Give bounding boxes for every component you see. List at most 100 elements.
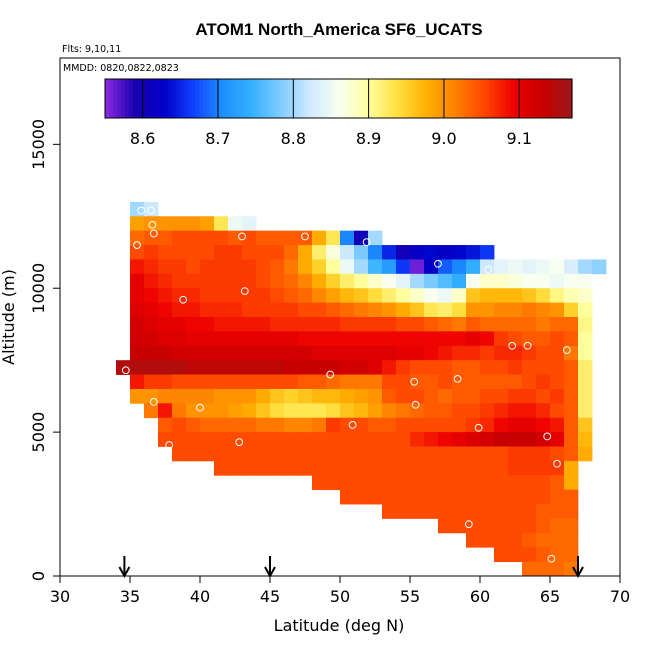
heatmap-cell bbox=[522, 475, 537, 491]
heatmap-cell bbox=[340, 345, 355, 361]
heatmap-cell bbox=[522, 360, 537, 375]
heatmap-cell bbox=[522, 504, 537, 519]
colorbar-segment bbox=[346, 79, 351, 118]
sample-points bbox=[121, 206, 620, 563]
heatmap-cell bbox=[564, 388, 579, 404]
heatmap-cell bbox=[228, 460, 243, 476]
heatmap-cell bbox=[452, 245, 467, 260]
heatmap-cell bbox=[578, 345, 593, 361]
heatmap-cell bbox=[396, 288, 411, 304]
heatmap-cell bbox=[536, 518, 551, 534]
colorbar-segment bbox=[311, 79, 316, 118]
heatmap-cell bbox=[172, 417, 187, 433]
heatmap-cell bbox=[480, 360, 495, 375]
colorbar-segment bbox=[225, 79, 231, 118]
heatmap-cell bbox=[200, 345, 215, 361]
heatmap-cell bbox=[536, 345, 551, 361]
colorbar-segment bbox=[416, 79, 421, 118]
colorbar-segment bbox=[291, 79, 297, 118]
heatmap-cell bbox=[186, 317, 201, 332]
heatmap-cell bbox=[466, 403, 481, 419]
heatmap-cell bbox=[270, 360, 285, 375]
heatmap-cell bbox=[130, 345, 145, 361]
heatmap-cell bbox=[550, 475, 565, 491]
heatmap-cell bbox=[466, 388, 481, 404]
heatmap-cell bbox=[382, 273, 397, 289]
colorbar-segment bbox=[217, 79, 223, 118]
heatmap-cell bbox=[396, 432, 411, 447]
heatmap-cell bbox=[340, 446, 355, 462]
heatmap-cell bbox=[200, 245, 215, 260]
heatmap-cell bbox=[312, 345, 327, 361]
colorbar-segment bbox=[396, 79, 402, 118]
heatmap-cell bbox=[186, 388, 201, 404]
sample-point bbox=[165, 441, 174, 449]
heatmap-cell bbox=[508, 417, 523, 433]
colorbar-segment bbox=[175, 79, 180, 118]
heatmap-cell bbox=[382, 417, 397, 433]
heatmap-cell bbox=[326, 331, 341, 347]
heatmap-cell bbox=[312, 288, 327, 304]
heatmap-cell bbox=[340, 432, 355, 447]
heatmap-cell bbox=[200, 216, 215, 232]
colorbar-segment bbox=[299, 79, 305, 118]
colorbar-segment bbox=[459, 79, 464, 118]
colorbar-segment bbox=[439, 79, 445, 118]
heatmap-cell bbox=[396, 475, 411, 491]
heatmap-cell bbox=[270, 403, 285, 419]
heatmap-cell bbox=[186, 374, 201, 390]
colorbar-segment bbox=[159, 79, 164, 118]
heatmap-cell bbox=[480, 374, 495, 390]
colorbar-segment bbox=[272, 79, 277, 118]
heatmap-cell bbox=[158, 388, 173, 404]
heatmap-cell bbox=[368, 360, 383, 375]
heatmap-cell bbox=[494, 547, 509, 563]
heatmap-cell bbox=[228, 288, 243, 304]
colorbar-segment bbox=[451, 79, 456, 118]
heatmap-cell bbox=[158, 245, 173, 260]
heatmap-cell bbox=[186, 302, 201, 318]
heatmap-cell bbox=[438, 374, 453, 390]
heatmap-cell bbox=[522, 374, 537, 390]
colorbar-segment bbox=[260, 79, 266, 118]
heatmap-cell bbox=[228, 374, 243, 390]
heatmap-cell bbox=[242, 288, 257, 304]
heatmap-cell bbox=[312, 388, 327, 404]
colorbar-tick-label: 9.0 bbox=[431, 129, 456, 148]
heatmap-cell bbox=[550, 432, 565, 447]
colorbar-segment bbox=[334, 79, 340, 118]
colorbar-segment bbox=[509, 79, 515, 118]
heatmap-cell bbox=[340, 273, 355, 289]
colorbar-frame bbox=[104, 78, 573, 119]
heatmap-cell bbox=[144, 230, 159, 246]
colorbar-segment bbox=[326, 79, 332, 118]
heatmap-cell bbox=[186, 417, 201, 433]
heatmap-cell bbox=[536, 360, 551, 375]
heatmap-cell bbox=[298, 446, 313, 462]
heatmap-cell bbox=[396, 302, 411, 318]
colorbar-segment bbox=[303, 79, 308, 118]
heatmap-cell bbox=[578, 273, 593, 289]
heatmap-cell bbox=[340, 317, 355, 332]
heatmap-cell bbox=[522, 259, 537, 275]
sample-point bbox=[240, 287, 249, 296]
heatmap-cell bbox=[284, 417, 299, 433]
heatmap-cell bbox=[396, 489, 411, 505]
colorbar-segment bbox=[361, 79, 367, 118]
heatmap-cell bbox=[522, 302, 537, 318]
heatmap-cell bbox=[466, 360, 481, 375]
heatmap-cell bbox=[200, 417, 215, 433]
heatmap-cell bbox=[284, 331, 299, 347]
heatmap-cell bbox=[522, 489, 537, 505]
heatmap-cell bbox=[508, 532, 523, 548]
heatmap-cell bbox=[410, 317, 425, 332]
heatmap-cell bbox=[200, 230, 215, 246]
heatmap-cell bbox=[564, 317, 579, 332]
colorbar-segment bbox=[466, 79, 472, 118]
heatmap-cell bbox=[564, 475, 579, 491]
heatmap-cell bbox=[144, 317, 159, 332]
colorbar-segment bbox=[241, 79, 246, 118]
heatmap-cell bbox=[298, 417, 313, 433]
heatmap-cell bbox=[536, 331, 551, 347]
heatmap-cell bbox=[494, 273, 509, 289]
